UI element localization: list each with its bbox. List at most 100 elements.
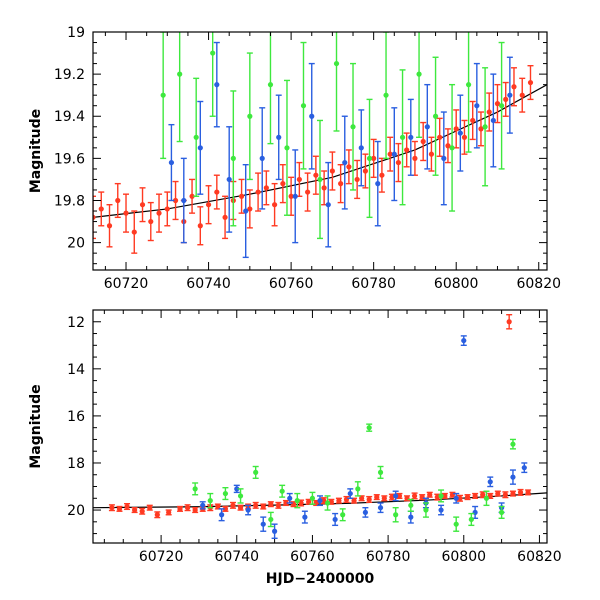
data-point: [298, 499, 305, 507]
data-point: [172, 180, 179, 221]
bottom-plot-area: [93, 314, 547, 539]
marker: [329, 168, 335, 174]
marker: [494, 101, 501, 107]
marker: [499, 103, 505, 109]
data-point: [517, 488, 524, 496]
data-point: [296, 161, 303, 197]
data-point: [197, 100, 204, 195]
data-point: [399, 69, 406, 206]
marker: [354, 176, 360, 183]
data-point: [411, 140, 418, 176]
data-point: [456, 494, 463, 502]
data-point: [472, 492, 479, 499]
data-point: [373, 494, 380, 501]
marker: [313, 172, 319, 178]
x-tick-label: 60820: [516, 276, 561, 292]
y-tick-label: 20: [67, 503, 85, 519]
marker: [404, 147, 410, 153]
x-tick-label: 60720: [104, 276, 149, 292]
marker: [482, 124, 488, 130]
marker: [441, 155, 447, 161]
marker: [336, 498, 342, 504]
marker: [219, 512, 225, 518]
data-point: [354, 159, 361, 200]
marker: [324, 500, 331, 506]
marker: [309, 113, 315, 119]
data-point: [506, 56, 513, 134]
data-point: [300, 41, 307, 170]
data-point: [457, 94, 464, 172]
marker: [461, 337, 467, 344]
data-point: [494, 490, 501, 497]
marker: [210, 50, 216, 56]
data-point: [468, 512, 475, 527]
marker: [517, 489, 524, 495]
marker: [177, 506, 183, 512]
series-0: [93, 64, 534, 254]
marker: [391, 151, 397, 157]
bottom-panel: 60720 60740 60760 60780 60800 60820 12 14 16 18 20…: [28, 309, 562, 587]
marker: [511, 84, 517, 90]
data-point: [453, 516, 460, 532]
data-point: [460, 335, 467, 347]
marker: [237, 505, 244, 511]
data-point: [222, 486, 229, 501]
data-point: [283, 79, 290, 216]
data-point: [487, 476, 494, 488]
marker: [453, 521, 459, 527]
data-point: [226, 126, 233, 233]
marker: [521, 465, 527, 471]
data-point: [184, 504, 191, 512]
marker: [275, 502, 281, 508]
marker: [468, 516, 474, 523]
marker: [193, 134, 199, 140]
data-point: [279, 163, 286, 204]
data-point: [98, 191, 105, 227]
y-tick-label: 19.6: [54, 151, 85, 167]
marker: [177, 71, 183, 77]
marker: [222, 506, 229, 512]
data-point: [192, 506, 199, 514]
data-point: [312, 155, 319, 195]
data-point: [377, 502, 384, 514]
x-tick-label: 60820: [517, 549, 562, 565]
marker: [124, 503, 130, 510]
data-point: [434, 493, 441, 501]
data-point: [255, 172, 262, 212]
data-point: [362, 506, 369, 518]
marker: [453, 495, 459, 501]
data-point: [416, 32, 423, 139]
data-point: [114, 182, 121, 219]
marker: [347, 490, 353, 497]
marker: [396, 493, 403, 499]
marker: [432, 113, 439, 119]
marker: [527, 79, 534, 86]
marker: [387, 151, 393, 157]
marker: [147, 505, 153, 511]
data-point: [124, 502, 131, 511]
marker: [457, 495, 463, 501]
marker: [164, 206, 170, 212]
marker: [189, 193, 195, 199]
y-tick-label: 14: [67, 362, 85, 378]
data-point: [391, 107, 398, 202]
data-point: [424, 83, 431, 170]
data-point: [252, 501, 259, 509]
data-point: [487, 492, 494, 499]
data-point: [108, 504, 115, 512]
data-point: [502, 81, 509, 117]
data-point: [207, 492, 214, 509]
data-point: [366, 423, 373, 432]
data-point: [407, 498, 414, 512]
marker: [325, 202, 331, 208]
marker: [453, 126, 459, 132]
data-point: [469, 100, 476, 141]
marker: [230, 155, 236, 161]
marker: [470, 117, 476, 124]
marker: [366, 496, 372, 503]
x-tick-label: 60720: [139, 549, 184, 565]
marker: [305, 189, 311, 195]
marker: [371, 155, 377, 161]
series-0: [108, 314, 532, 519]
data-point: [407, 98, 414, 176]
